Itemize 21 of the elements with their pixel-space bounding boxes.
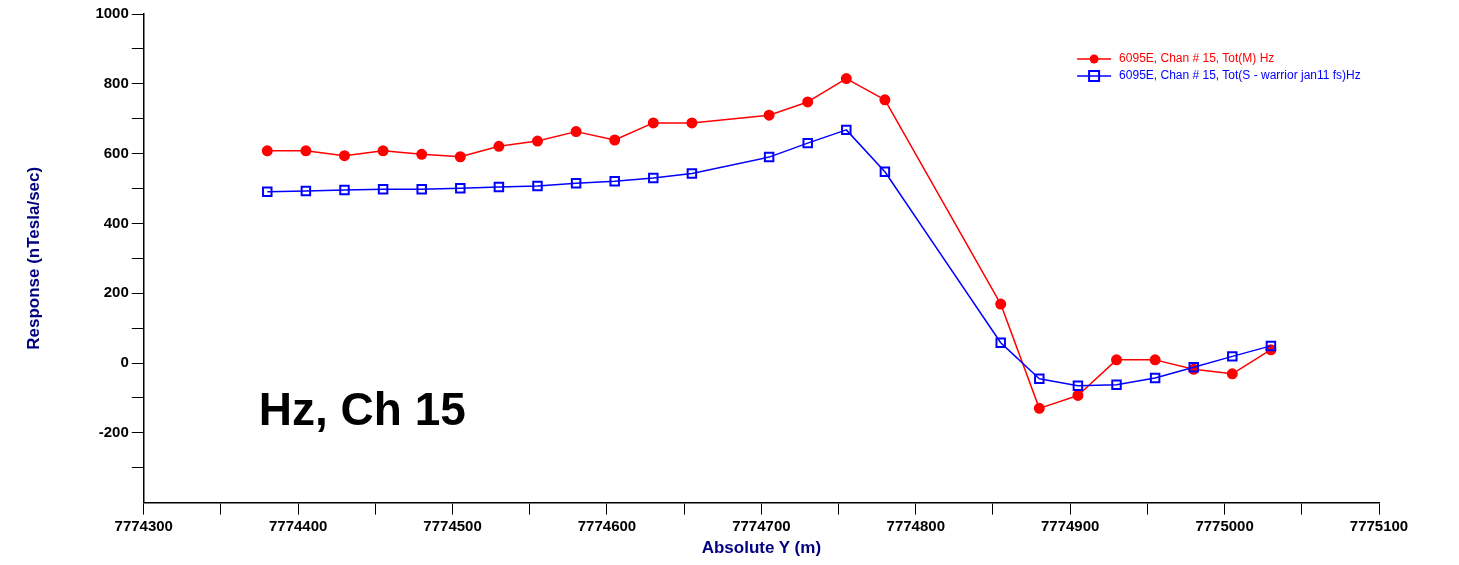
y-tick-label: 0 [120,353,129,371]
x-tick-label: 7775000 [1195,516,1254,534]
y-tick-label: 200 [103,283,129,301]
y-axis-title: Response (nTesla/sec) [23,166,43,350]
x-tick-label: 7774800 [886,516,945,534]
x-tick-label: 7774700 [732,516,791,534]
legend-label: 6095E, Chan # 15, Tot(M) Hz [1119,51,1275,66]
y-tick-label: 800 [103,73,129,91]
x-tick-label: 7775100 [1349,516,1409,534]
x-axis-title: Absolute Y (m) [701,538,822,558]
x-tick-label: 7774600 [577,516,637,534]
x-tick-label: 7774300 [114,516,173,534]
y-tick-label: -200 [98,422,129,440]
y-tick-label: 600 [103,143,129,161]
annotation: Hz, Ch 15 [258,382,466,435]
x-tick-label: 7774900 [1040,516,1100,534]
x-tick-label: 7774400 [268,516,328,534]
legend-label: 6095E, Chan # 15, Tot(S - warrior jan11 fs)Hz [1119,68,1361,83]
x-tick-label: 7774500 [423,516,482,534]
y-tick-label: 1000 [95,4,129,22]
y-tick-label: 400 [103,213,129,231]
